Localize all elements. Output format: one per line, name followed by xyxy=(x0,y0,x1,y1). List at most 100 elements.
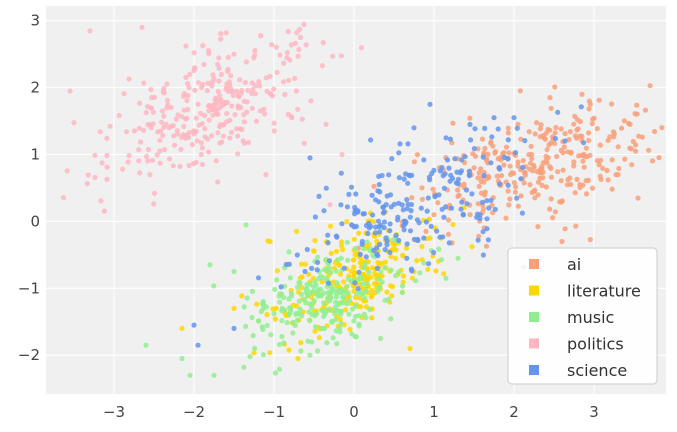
science-point xyxy=(485,237,491,243)
ai-point xyxy=(445,217,452,223)
ai-point xyxy=(419,185,425,191)
science-point xyxy=(294,252,300,258)
music-point xyxy=(276,341,283,348)
politics-point xyxy=(319,63,325,69)
politics-point xyxy=(216,55,222,61)
ai-point xyxy=(476,170,482,176)
science-point xyxy=(486,205,492,211)
science-point xyxy=(304,246,310,253)
music-point xyxy=(315,293,321,299)
literature-point xyxy=(350,257,357,263)
science-point xyxy=(409,268,415,274)
ai-point xyxy=(609,101,615,107)
ai-point xyxy=(635,195,641,201)
music-point xyxy=(319,325,325,331)
music-point xyxy=(304,286,310,292)
literature-point xyxy=(333,248,340,254)
music-point xyxy=(323,267,330,273)
politics-point xyxy=(202,126,208,132)
politics-point xyxy=(85,172,91,178)
politics-point xyxy=(151,201,157,207)
science-point xyxy=(497,166,503,172)
politics-point xyxy=(225,66,231,72)
science-point xyxy=(421,157,427,163)
y-tick-label: 3 xyxy=(30,12,40,30)
ai-point xyxy=(548,105,554,111)
ai-point xyxy=(414,152,420,158)
politics-point xyxy=(230,92,236,99)
science-point xyxy=(375,218,382,224)
music-point xyxy=(297,306,303,312)
music-point xyxy=(274,277,280,283)
literature-point xyxy=(425,266,431,272)
music-point xyxy=(279,333,285,340)
literature-point xyxy=(356,230,362,236)
politics-point xyxy=(323,121,329,127)
politics-point xyxy=(277,52,283,58)
science-point xyxy=(416,220,422,226)
music-point xyxy=(293,311,299,317)
music-point xyxy=(336,300,342,306)
ai-point xyxy=(499,173,505,179)
politics-point xyxy=(148,105,154,111)
ai-point xyxy=(539,166,545,172)
literature-point xyxy=(433,268,439,274)
politics-point xyxy=(202,112,208,119)
ai-point xyxy=(571,159,577,165)
science-point xyxy=(404,255,410,261)
politics-point xyxy=(223,30,229,36)
politics-point xyxy=(271,86,277,92)
ai-point xyxy=(527,182,533,188)
politics-point xyxy=(210,79,216,85)
science-point xyxy=(399,202,405,208)
music-point xyxy=(311,288,317,294)
science-point xyxy=(395,214,401,220)
music-point xyxy=(338,311,344,317)
ai-point xyxy=(552,84,558,90)
ai-point xyxy=(503,144,510,150)
music-point xyxy=(338,320,344,326)
politics-point xyxy=(210,106,216,112)
ai-point xyxy=(544,160,550,166)
politics-point xyxy=(218,97,224,103)
music-point xyxy=(379,279,385,285)
science-point xyxy=(555,109,561,115)
politics-point xyxy=(158,128,164,134)
science-point xyxy=(338,202,344,208)
ai-point xyxy=(598,157,604,163)
ai-point xyxy=(552,209,559,215)
politics-point xyxy=(301,140,307,146)
music-point xyxy=(344,283,350,289)
science-point xyxy=(496,181,503,187)
science-point xyxy=(371,247,377,253)
science-point xyxy=(191,322,197,328)
ai-point xyxy=(482,145,488,151)
ai-point xyxy=(535,224,541,230)
politics-point xyxy=(330,53,336,59)
science-point xyxy=(446,240,452,246)
science-point xyxy=(462,154,468,160)
science-point xyxy=(505,182,511,188)
politics-point xyxy=(198,151,204,158)
music-point xyxy=(388,316,394,322)
politics-point xyxy=(181,123,187,130)
ai-point xyxy=(621,118,628,124)
politics-point xyxy=(270,93,276,99)
science-point xyxy=(411,125,417,131)
science-point xyxy=(381,219,388,225)
literature-point xyxy=(311,248,317,254)
science-point xyxy=(405,180,411,186)
legend: ai literature music politics science xyxy=(507,247,658,385)
ai-point xyxy=(583,191,590,197)
science-point xyxy=(404,241,410,247)
politics-point xyxy=(168,123,174,129)
politics-point xyxy=(212,102,218,108)
science-point xyxy=(401,227,407,233)
science-point xyxy=(370,212,376,218)
politics-point xyxy=(136,158,142,164)
politics-point xyxy=(139,24,145,30)
ai-point xyxy=(538,122,544,128)
politics-point xyxy=(187,71,193,77)
ai-point xyxy=(479,136,486,142)
politics-point xyxy=(242,80,248,86)
